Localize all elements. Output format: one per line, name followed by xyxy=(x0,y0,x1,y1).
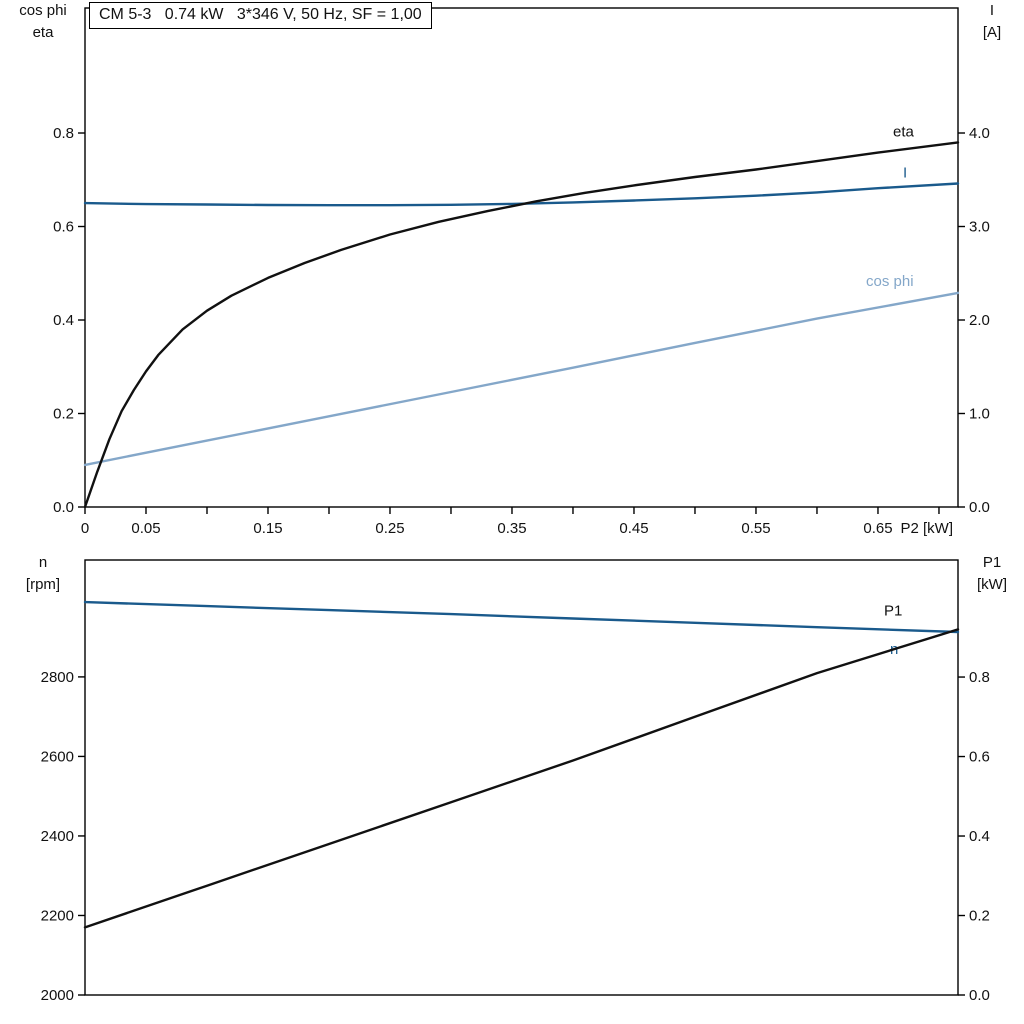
x-tick-label: 0.45 xyxy=(619,520,648,537)
x-tick-label: 0.05 xyxy=(131,520,160,537)
plot-panel-1: 2000 2200 2400 2600 2800 0.0 0.2 0.4 0.6 0.8 n [rpm… xyxy=(26,554,1007,1004)
right-tick-label: 0.6 xyxy=(969,749,990,766)
cos-phi-curve xyxy=(83,291,960,467)
chart-title: CM 5-3 0.74 kW 3*346 V, 50 Hz, SF = 1,00 xyxy=(89,2,432,29)
plot-frame xyxy=(84,559,959,996)
left-tick-label: 0.8 xyxy=(53,125,74,142)
right-tick-label: 2.0 xyxy=(969,312,990,329)
p1-curve xyxy=(83,628,960,929)
p1-curve-label: P1 xyxy=(884,602,902,619)
left-axis-title: [rpm] xyxy=(26,576,60,593)
x-tick-label: 0.35 xyxy=(497,520,526,537)
cos-phi-curve-label: cos phi xyxy=(866,273,914,290)
x-tick-label: 0.55 xyxy=(741,520,770,537)
right-axis-title: P1 xyxy=(983,554,1001,571)
left-tick-label: 0.0 xyxy=(53,499,74,516)
right-tick-label: 4.0 xyxy=(969,125,990,142)
right-axis-title: [kW] xyxy=(977,576,1007,593)
plot-frame xyxy=(84,7,959,508)
current-curve xyxy=(83,182,960,207)
right-tick-label: 0.8 xyxy=(969,669,990,686)
right-tick-label: 0.0 xyxy=(969,499,990,516)
speed-curve xyxy=(83,600,960,634)
left-tick-label: 2200 xyxy=(41,907,74,924)
x-tick-label: 0.25 xyxy=(375,520,404,537)
left-tick-label: 2600 xyxy=(41,748,74,765)
right-tick-label: 0.0 xyxy=(969,987,990,1004)
right-tick-label: 0.4 xyxy=(969,828,990,845)
current-curve-label: I xyxy=(903,164,907,181)
right-tick-label: 1.0 xyxy=(969,406,990,423)
left-axis-title: eta xyxy=(33,24,55,41)
x-tick-label: 0 xyxy=(81,520,89,537)
right-axis-title: I xyxy=(990,2,994,19)
plot-panel-0: 0.0 0.2 0.4 0.6 0.8 0.0 1.0 2.0 3.0 4.0 0 0.05 0.15 0… xyxy=(19,2,1001,537)
left-tick-label: 0.4 xyxy=(53,312,74,329)
x-tick-label: 0.65 xyxy=(863,520,892,537)
eta-curve-label: eta xyxy=(893,123,915,140)
right-tick-label: 3.0 xyxy=(969,219,990,236)
eta-curve xyxy=(83,141,960,509)
left-tick-label: 0.2 xyxy=(53,406,74,423)
right-tick-label: 0.2 xyxy=(969,908,990,925)
left-tick-label: 0.6 xyxy=(53,219,74,236)
left-tick-label: 2800 xyxy=(41,669,74,686)
right-axis-title: [A] xyxy=(983,24,1001,41)
left-tick-label: 2400 xyxy=(41,828,74,845)
left-axis-title: cos phi xyxy=(19,2,67,19)
x-tick-label: 0.15 xyxy=(253,520,282,537)
left-axis-title: n xyxy=(39,554,47,571)
x-axis-title: P2 [kW] xyxy=(900,520,953,537)
left-tick-label: 2000 xyxy=(41,987,74,1004)
